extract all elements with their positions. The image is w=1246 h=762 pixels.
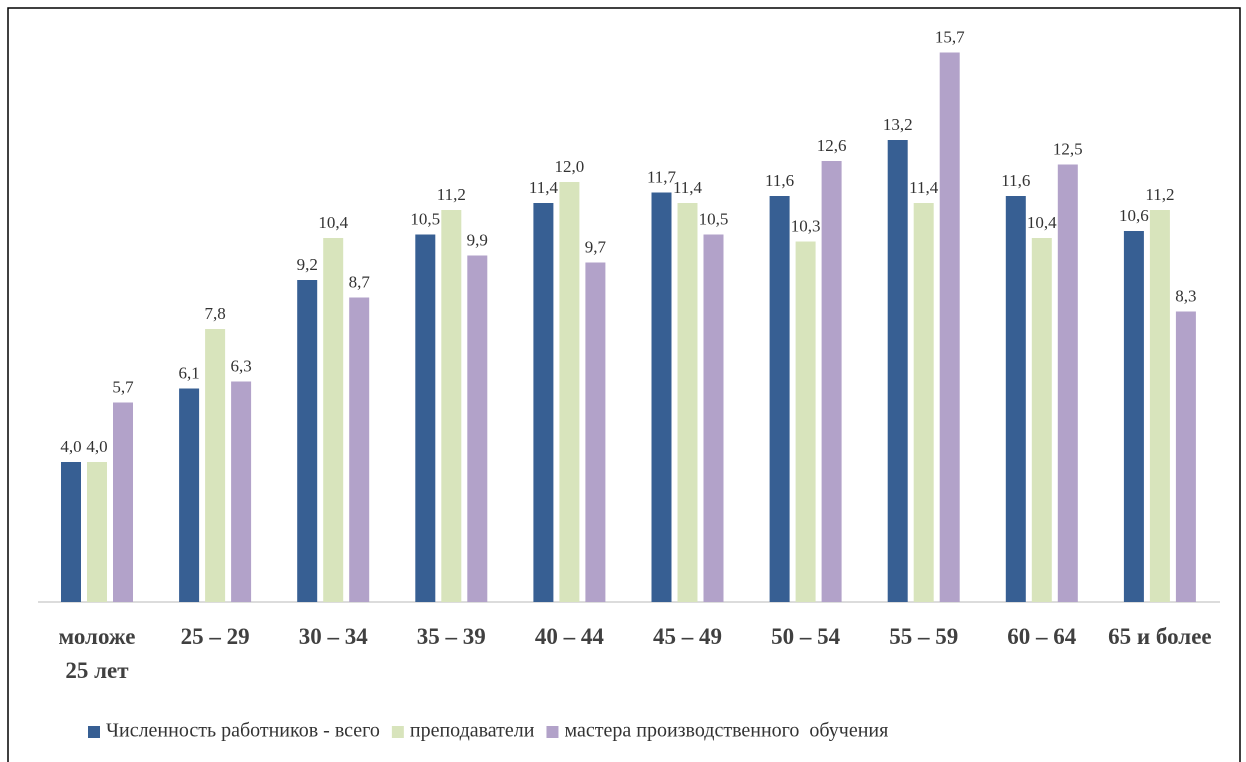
bar: [1123, 231, 1144, 602]
bar: [113, 402, 133, 602]
bar: [939, 52, 960, 602]
value-label: 10,5: [410, 210, 440, 229]
bar: [769, 196, 790, 602]
value-label: 10,5: [699, 210, 729, 229]
bar: [821, 161, 842, 602]
legend-label: Численность работников - всего: [106, 720, 380, 742]
legend-swatch: [391, 726, 404, 738]
bar: [179, 388, 200, 602]
bar: [1175, 311, 1196, 602]
frame: [7, 7, 1241, 762]
value-label: 10,4: [1027, 213, 1057, 232]
bar: [349, 297, 370, 602]
bar: [559, 182, 580, 602]
legend-label: преподаватели: [410, 720, 535, 742]
value-label: 11,2: [1145, 185, 1174, 204]
bar: [205, 329, 226, 602]
bar: [913, 203, 934, 602]
x-tick-label: 40 – 44: [534, 624, 604, 649]
bar: [415, 234, 436, 602]
bar: [651, 192, 672, 602]
value-label: 10,4: [318, 213, 348, 232]
value-label: 4,0: [60, 437, 81, 456]
value-label: 13,2: [883, 115, 913, 134]
x-tick-label: моложе 25 лет: [58, 624, 136, 683]
x-tick-label: 65 и более: [1108, 624, 1212, 649]
value-label: 6,3: [230, 357, 251, 376]
value-label: 12,5: [1053, 140, 1083, 159]
value-label: 6,1: [178, 364, 199, 383]
value-label: 12,6: [817, 136, 847, 155]
value-label: 9,9: [467, 231, 488, 250]
bar: [1149, 210, 1170, 602]
value-label: 11,4: [673, 178, 703, 197]
value-label: 10,3: [791, 217, 821, 236]
bar: [1057, 164, 1078, 602]
value-label: 8,3: [1175, 287, 1196, 306]
x-tick-label: 55 – 59: [889, 624, 959, 649]
bar: [297, 280, 318, 602]
bar: [1031, 238, 1052, 602]
value-label: 12,0: [555, 157, 585, 176]
x-tick-label: 45 – 49: [653, 624, 722, 649]
bar: [677, 203, 698, 602]
x-tick-label: 25 – 29: [180, 624, 250, 649]
x-tick-label: 50 – 54: [771, 624, 841, 649]
value-label: 11,6: [765, 171, 794, 190]
bar: [323, 238, 344, 602]
bar: [533, 203, 554, 602]
value-label: 7,8: [204, 304, 225, 323]
bar: [887, 140, 908, 602]
value-label: 11,4: [909, 178, 939, 197]
bar: [231, 381, 252, 602]
value-label: 9,2: [297, 255, 318, 274]
value-label: 8,7: [349, 273, 371, 292]
bar: [585, 262, 606, 602]
value-label: 11,6: [1001, 171, 1030, 190]
value-label: 10,6: [1119, 206, 1149, 225]
bar: [61, 462, 81, 602]
value-label: 4,0: [86, 437, 107, 456]
x-tick-label: 30 – 34: [298, 624, 368, 649]
x-tick-label: 60 – 64: [1007, 624, 1077, 649]
bar: [87, 462, 107, 602]
value-label: 15,7: [935, 28, 965, 47]
value-label: 11,4: [529, 178, 559, 197]
legend-swatch: [88, 726, 100, 738]
value-label: 5,7: [112, 378, 134, 397]
value-label: 11,2: [437, 185, 466, 204]
bar: [1005, 196, 1026, 602]
bar: [441, 210, 462, 602]
bar: [703, 234, 724, 602]
bar: [467, 255, 488, 602]
value-label: 11,7: [647, 168, 677, 187]
x-tick-label: 35 – 39: [416, 624, 486, 649]
bar: [795, 241, 816, 602]
legend-label: мастера производственного обучения: [564, 720, 888, 742]
value-label: 9,7: [585, 238, 607, 257]
legend-swatch: [546, 726, 559, 738]
